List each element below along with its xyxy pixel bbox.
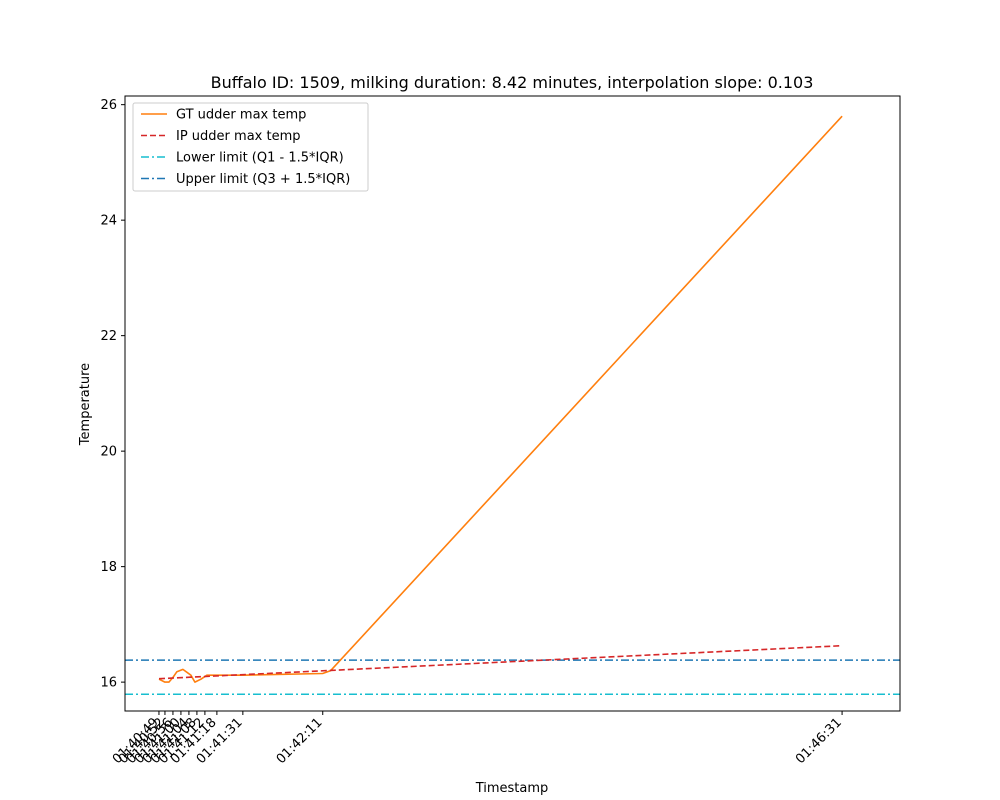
- legend-frame: [132, 102, 369, 192]
- y-tick-label: 20: [100, 445, 117, 460]
- y-axis-label: Temperature: [78, 363, 93, 446]
- y-axis: 16 18 20 22 24 26: [100, 98, 125, 691]
- plot-area: [125, 115, 900, 696]
- chart-title: Buffalo ID: 1509, milking duration: 8.42…: [211, 73, 814, 92]
- y-tick-label: 22: [100, 329, 117, 344]
- y-tick-label: 24: [100, 214, 117, 229]
- x-axis: 01:40:4901:40:5201:40:5601:41:0001:41:04…: [110, 711, 845, 767]
- series-line-0: [158, 115, 843, 683]
- legend-label-1: IP udder max temp: [176, 129, 301, 144]
- series-line-1: [158, 644, 843, 680]
- y-tick-label: 18: [100, 560, 117, 575]
- y-tick-label: 16: [100, 676, 117, 691]
- legend: GT udder max temp IP udder max temp Lower …: [132, 102, 369, 192]
- legend-label-3: Upper limit (Q3 + 1.5*IQR): [176, 172, 350, 187]
- plot-frame: [124, 95, 901, 712]
- x-tick-label: 01:46:31: [793, 715, 845, 767]
- x-tick-label: 01:42:11: [274, 715, 326, 767]
- legend-label-0: GT udder max temp: [176, 108, 306, 123]
- legend-label-2: Lower limit (Q1 - 1.5*IQR): [176, 151, 344, 166]
- x-axis-label: Timestamp: [475, 781, 549, 796]
- y-tick-label: 26: [100, 98, 117, 113]
